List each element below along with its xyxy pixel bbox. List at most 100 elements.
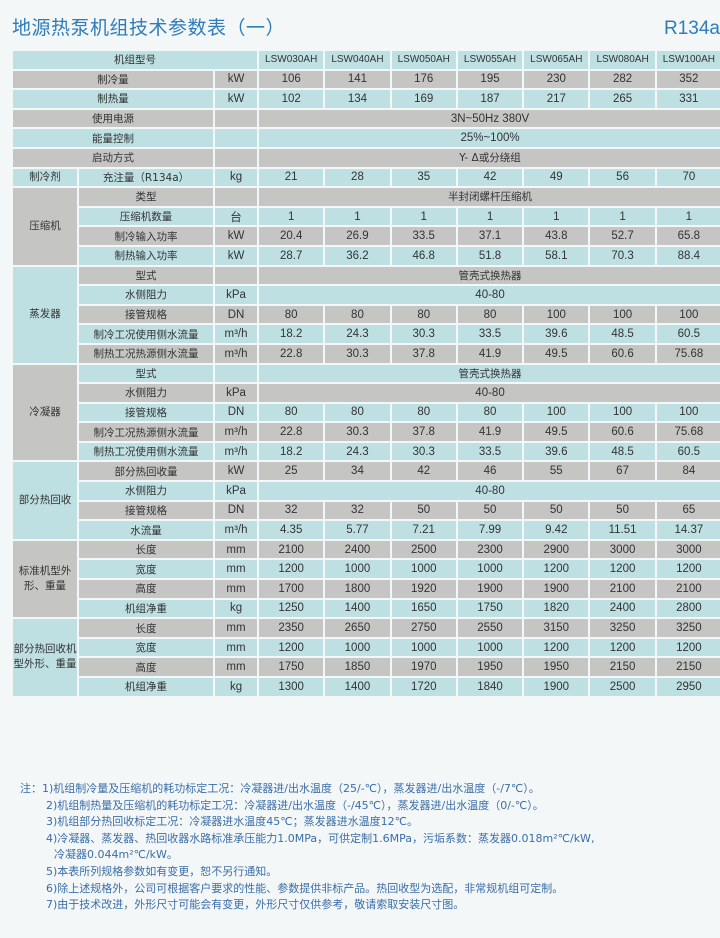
unit-cell: kg (215, 678, 258, 696)
value-cell: 1200 (656, 560, 720, 579)
refrigerant-tag: R134a (664, 18, 720, 39)
value-cell: 60.5 (656, 325, 720, 343)
table-row: 水侧阻力 kPa 40-80 (13, 286, 720, 304)
value-cell: 187 (457, 90, 523, 108)
value-cell: 58.1 (524, 246, 589, 265)
table-row: 部分热回收 部分热回收量 kW 25 34 42 46 55 67 84 (13, 462, 720, 539)
value-cell: 2150 (656, 658, 720, 676)
unit-cell (215, 129, 258, 147)
value-cell: 80 (259, 305, 324, 324)
value-cell: 1950 (524, 658, 589, 676)
value-cell: 2350 (259, 619, 324, 637)
value-cell: 21 (259, 168, 324, 187)
unit-cell: mm (215, 580, 258, 598)
table-row: 使用电源 3N~50Hz 380V (13, 109, 720, 128)
row-label: 压缩机数量 (79, 207, 213, 226)
header-label: 机组型号 (13, 51, 258, 69)
unit-cell: m³/h (215, 423, 258, 441)
value-cell: 1 (259, 207, 324, 226)
table-row: 接管规格 DN 80 80 80 80 100 100 100 (13, 403, 720, 422)
value-cell: 18.2 (259, 442, 324, 461)
unit-cell: kW (215, 246, 258, 265)
value-cell: 2750 (391, 619, 456, 637)
row-label: 水流量 (79, 521, 213, 539)
model-header: LSW055AH (457, 51, 523, 69)
value-cell: 80 (325, 403, 390, 422)
unit-cell: m³/h (215, 325, 258, 343)
value-cell: 2400 (590, 599, 655, 618)
table-row: 制热输入功率 kW 28.7 36.2 46.8 51.8 58.1 70.3 88.4 (13, 246, 720, 265)
value-cell: 50 (457, 501, 523, 520)
value-cell: 34 (325, 462, 390, 481)
value-cell: 30.3 (325, 423, 390, 441)
value-cell: 33.5 (457, 442, 523, 461)
row-label: 制热输入功率 (79, 246, 213, 265)
value-cell: 2500 (391, 540, 456, 559)
unit-cell: m³/h (215, 521, 258, 539)
value-cell: 51.8 (457, 246, 523, 265)
note-4-cont: 冷凝器0.044m²℃/kW。 (54, 848, 178, 862)
value-cell: 55 (524, 462, 589, 481)
row-label: 启动方式 (13, 148, 213, 167)
value-cell: 70.3 (590, 246, 655, 265)
value-cell: 3250 (656, 619, 720, 637)
note-2: 2)机组制热量及压缩机的耗功标定工况：冷凝器进/出水温度（-/45℃），蒸发器进… (46, 798, 544, 812)
value-cell: 35 (391, 168, 456, 187)
value-cell: 265 (590, 90, 655, 108)
value-cell: 1 (524, 207, 589, 226)
value-cell: 84 (656, 462, 720, 481)
value-cell: 80 (259, 403, 324, 422)
table-row: 水侧阻力 kPa 40-80 (13, 482, 720, 500)
row-label: 水侧阻力 (79, 482, 213, 500)
value-cell: 5.77 (325, 521, 390, 539)
table-row: 接管规格 DN 32 32 50 50 50 50 65 (13, 501, 720, 520)
value-cell: 1 (457, 207, 523, 226)
table-row: 制冷工况使用侧水流量 m³/h 18.2 24.3 30.3 33.5 39.6 48.5 60… (13, 325, 720, 343)
row-label: 长度 (79, 619, 213, 637)
unit-cell (215, 188, 258, 206)
unit-cell: mm (215, 560, 258, 579)
value-cell: 1 (325, 207, 390, 226)
value-cell: 30.3 (391, 325, 456, 343)
value-cell: 100 (524, 403, 589, 422)
row-label: 接管规格 (79, 501, 213, 520)
unit-cell (215, 266, 258, 285)
unit-cell: mm (215, 540, 258, 559)
unit-cell (215, 364, 258, 383)
table-row: 压缩机数量台 1 1 1 1 1 1 1 (13, 207, 720, 226)
row-label: 机组净重 (79, 599, 213, 618)
table-row: 压缩机 类型 半封闭螺杆压缩机 (13, 188, 720, 265)
unit-cell: DN (215, 403, 258, 422)
row-label: 机组净重 (79, 678, 213, 696)
table-row: 制冷输入功率 kW 20.4 26.9 33.5 37.1 43.8 52.7 65.8 (13, 227, 720, 245)
table-row: 机组净重 kg 1250 1400 1650 1750 1820 2400 2800 (13, 599, 720, 618)
note-1: 注：1)机组制冷量及压缩机的耗功标定工况：冷凝器进/出水温度（25/-℃），蒸发… (20, 782, 540, 795)
value-cell: 3250 (590, 619, 655, 637)
value-cell: 4.35 (259, 521, 324, 539)
value-cell: 30.3 (325, 344, 390, 363)
row-label: 高度 (79, 658, 213, 676)
value-cell: 22.8 (259, 344, 324, 363)
row-label: 型式 (79, 266, 213, 285)
value-cell: 7.21 (391, 521, 456, 539)
value-cell: 1650 (391, 599, 456, 618)
value-cell: 14.37 (656, 521, 720, 539)
value-cell: 24.3 (325, 325, 390, 343)
row-label: 充注量（R134a） (79, 168, 213, 187)
unit-cell: kW (215, 90, 258, 108)
table-row: 制冷量 kW 106 141 176 195 230 282 352 (13, 70, 720, 89)
value-cell: 1000 (457, 560, 523, 579)
value-cell-merged: Y- Δ或分绕组 (259, 148, 720, 167)
value-cell: 1200 (524, 560, 589, 579)
value-cell: 100 (590, 305, 655, 324)
value-cell: 2500 (590, 678, 655, 696)
table-row: 能量控制 25%~100% (13, 129, 720, 147)
value-cell: 2800 (656, 599, 720, 618)
value-cell: 1950 (457, 658, 523, 676)
row-label: 长度 (79, 540, 213, 559)
row-label: 能量控制 (13, 129, 213, 147)
value-cell: 2100 (259, 540, 324, 559)
value-cell: 100 (524, 305, 589, 324)
note-6: 6)除上述规格外，公司可根据客户要求的性能、参数提供非标产品。热回收型为选配，非… (46, 881, 564, 895)
value-cell: 1000 (325, 638, 390, 657)
